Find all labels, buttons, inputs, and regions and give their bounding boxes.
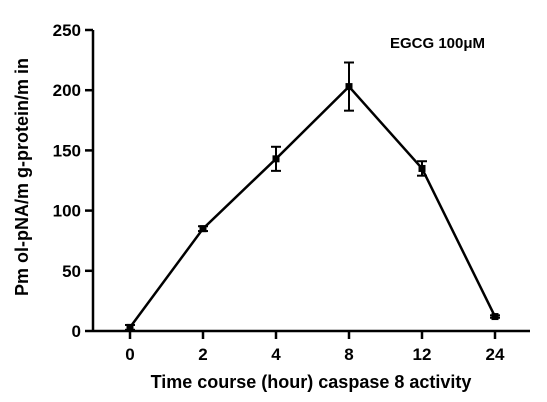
- y-tick-label: 50: [62, 262, 81, 281]
- x-tick-label: 8: [344, 345, 353, 364]
- y-tick-label: 100: [53, 202, 81, 221]
- y-tick-label: 200: [53, 81, 81, 100]
- x-tick-label: 0: [125, 345, 134, 364]
- data-point: [418, 164, 426, 172]
- data-point: [345, 83, 353, 91]
- series-layer: [125, 61, 500, 331]
- x-tick-label: 12: [413, 345, 432, 364]
- x-tick-label: 2: [198, 345, 207, 364]
- data-point: [272, 155, 280, 163]
- data-point: [491, 313, 499, 321]
- chart-annotation: EGCG 100μM: [390, 35, 485, 52]
- x-axis-label: Time course (hour) caspase 8 activity: [151, 372, 472, 392]
- y-tick-label: 0: [72, 322, 81, 341]
- data-point: [126, 323, 134, 331]
- y-tick-label: 250: [53, 21, 81, 40]
- y-tick-label: 150: [53, 141, 81, 160]
- x-axis: 0 2 4 8 12 24: [93, 329, 530, 364]
- x-tick-label: 4: [271, 345, 281, 364]
- x-tick-label: 24: [486, 345, 505, 364]
- series-line: [128, 84, 497, 329]
- y-axis-label: Pm ol-pNA/m g-protein/m in: [12, 58, 32, 296]
- data-point: [199, 225, 207, 233]
- y-axis: 0 50 100 150 200 250: [53, 21, 95, 341]
